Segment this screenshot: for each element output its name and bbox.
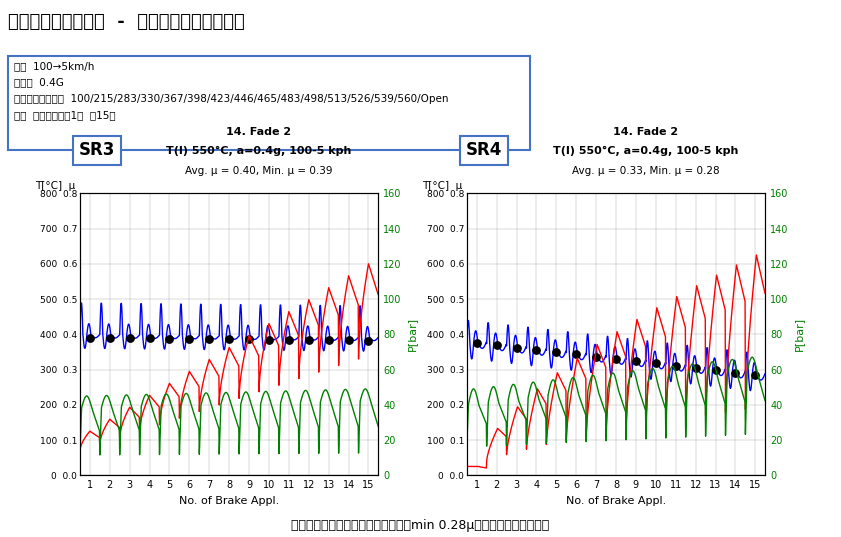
X-axis label: No. of Brake Appl.: No. of Brake Appl. [179, 496, 279, 506]
Point [649, 359, 663, 368]
Point [362, 336, 375, 345]
X-axis label: No. of Brake Appl.: No. of Brake Appl. [566, 496, 666, 506]
Point [182, 335, 196, 343]
Point [322, 336, 336, 345]
Y-axis label: P[bar]: P[bar] [407, 317, 417, 351]
Point [669, 361, 683, 370]
Text: 14. Fade 2: 14. Fade 2 [226, 127, 292, 136]
Point [143, 334, 156, 343]
Point [302, 336, 315, 344]
Text: ダイナモテスト説明  -  フェード試験（第２）: ダイナモテスト説明 - フェード試験（第２） [8, 13, 246, 32]
Point [103, 333, 116, 342]
Text: T(I) 550°C, a=0.4g, 100-5 kph: T(I) 550°C, a=0.4g, 100-5 kph [553, 147, 738, 156]
Point [242, 335, 256, 344]
Text: Avg. μ = 0.33, Min. μ = 0.28: Avg. μ = 0.33, Min. μ = 0.28 [572, 166, 720, 176]
Point [569, 350, 583, 359]
Point [530, 346, 543, 354]
Text: フェード試験においても基準であるmin 0.28μ以上であることを確認: フェード試験においても基準であるmin 0.28μ以上であることを確認 [291, 519, 550, 532]
Text: SR3: SR3 [78, 141, 115, 159]
Point [203, 335, 216, 343]
Y-axis label: P[bar]: P[bar] [794, 317, 804, 351]
Point [728, 368, 742, 377]
Point [470, 339, 484, 347]
Text: 速度  100→5km/h
減速度  0.4G
ブレーキ開始温度  100/215/283/330/367/398/423/446/465/483/498/51: 速度 100→5km/h 減速度 0.4G ブレーキ開始温度 100/215/2… [13, 61, 448, 120]
Text: 14. Fade 2: 14. Fade 2 [613, 127, 679, 136]
Text: SR4: SR4 [465, 141, 502, 159]
Point [262, 335, 276, 344]
Text: T(I) 550°C, a=0.4g, 100-5 kph: T(I) 550°C, a=0.4g, 100-5 kph [167, 147, 352, 156]
Point [510, 343, 523, 352]
Text: Avg. μ = 0.40, Min. μ = 0.39: Avg. μ = 0.40, Min. μ = 0.39 [185, 166, 333, 176]
Point [341, 336, 356, 345]
Point [550, 348, 563, 357]
Point [609, 354, 622, 363]
Point [283, 336, 296, 344]
Text: T[°C]  μ: T[°C] μ [422, 180, 463, 191]
Point [222, 335, 235, 344]
Text: T[°C]  μ: T[°C] μ [35, 180, 76, 191]
Point [489, 341, 503, 350]
Point [748, 371, 762, 379]
Point [83, 333, 97, 342]
Point [629, 357, 643, 366]
Point [162, 335, 177, 343]
Point [689, 364, 702, 372]
Point [590, 352, 603, 361]
Point [709, 366, 722, 375]
Point [123, 334, 136, 343]
